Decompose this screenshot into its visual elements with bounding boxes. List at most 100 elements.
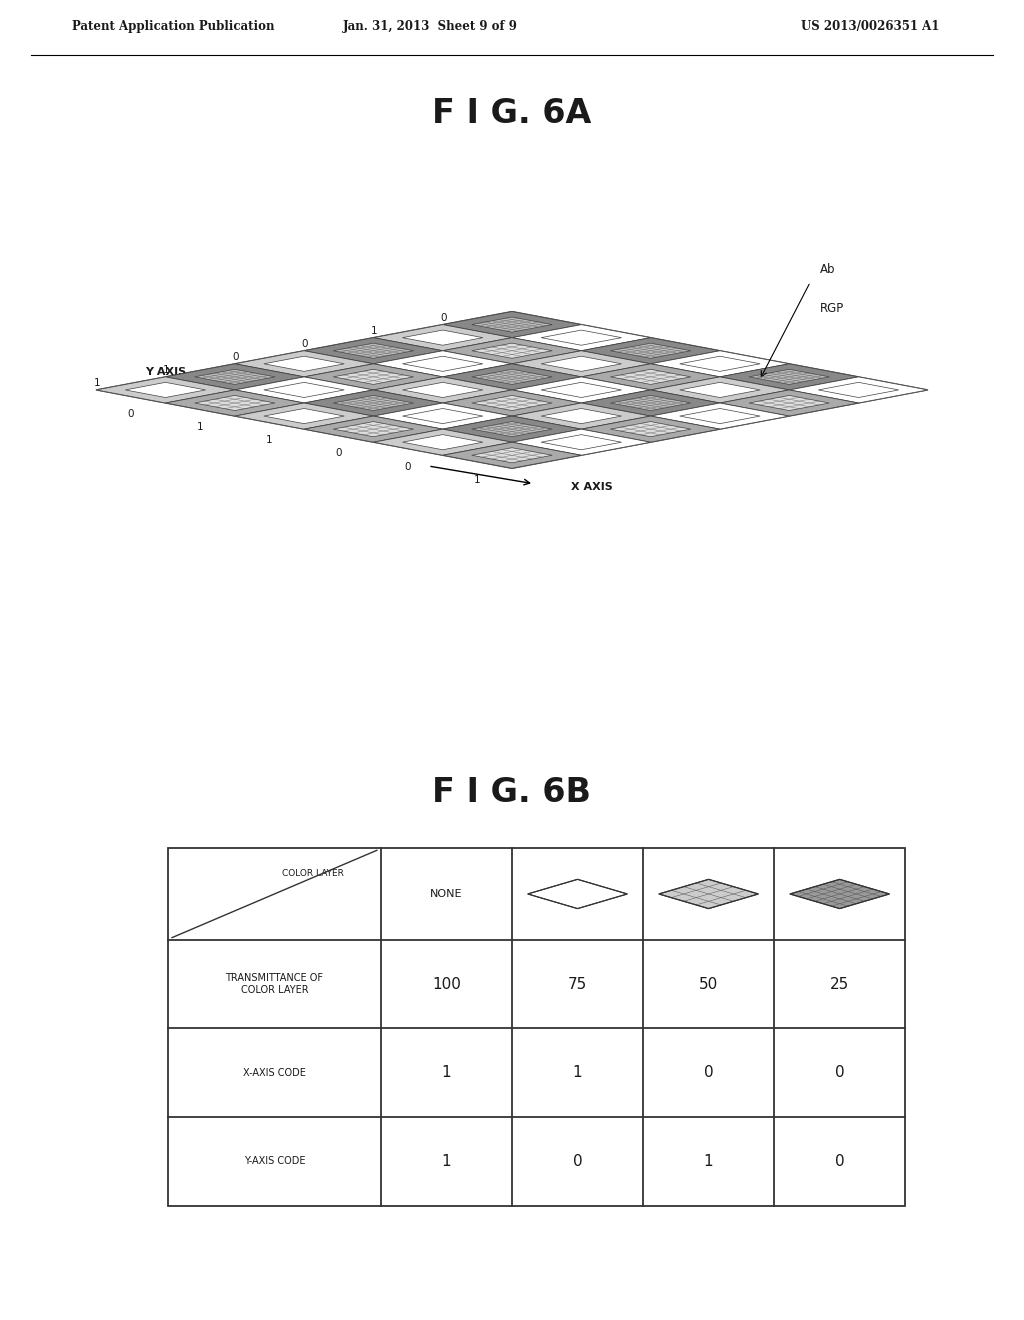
Text: 1: 1 — [703, 1154, 714, 1170]
Text: F I G. 6B: F I G. 6B — [432, 776, 592, 809]
Polygon shape — [304, 389, 442, 416]
Polygon shape — [749, 370, 829, 384]
Polygon shape — [818, 383, 899, 397]
Polygon shape — [720, 389, 858, 416]
Text: 0: 0 — [440, 313, 446, 323]
Polygon shape — [582, 364, 720, 389]
Polygon shape — [402, 434, 483, 450]
Text: 0: 0 — [404, 462, 412, 471]
Polygon shape — [650, 403, 790, 429]
Polygon shape — [333, 421, 414, 437]
Polygon shape — [234, 403, 374, 429]
Text: 50: 50 — [699, 977, 718, 991]
Polygon shape — [472, 343, 552, 358]
Polygon shape — [680, 408, 760, 424]
Polygon shape — [264, 356, 344, 371]
Polygon shape — [680, 356, 760, 371]
Polygon shape — [610, 396, 691, 411]
Polygon shape — [541, 330, 622, 346]
Polygon shape — [790, 378, 928, 403]
Text: TRANSMITTANCE OF
COLOR LAYER: TRANSMITTANCE OF COLOR LAYER — [225, 973, 324, 995]
Polygon shape — [304, 364, 442, 389]
Text: 0: 0 — [232, 352, 239, 362]
Text: X-AXIS CODE: X-AXIS CODE — [243, 1068, 306, 1077]
Polygon shape — [125, 383, 206, 397]
Text: 25: 25 — [830, 977, 849, 991]
Polygon shape — [582, 338, 720, 364]
Polygon shape — [527, 879, 628, 908]
Polygon shape — [166, 364, 304, 389]
Polygon shape — [264, 383, 344, 397]
Polygon shape — [650, 378, 790, 403]
Polygon shape — [680, 383, 760, 397]
Text: COLOR LAYER: COLOR LAYER — [282, 870, 344, 878]
Polygon shape — [512, 403, 650, 429]
Text: US 2013/0026351 A1: US 2013/0026351 A1 — [801, 20, 940, 33]
Polygon shape — [650, 351, 790, 378]
Polygon shape — [234, 378, 374, 403]
Polygon shape — [374, 351, 512, 378]
Text: 1: 1 — [572, 1065, 583, 1080]
Text: 1: 1 — [197, 422, 204, 433]
Text: Jan. 31, 2013  Sheet 9 of 9: Jan. 31, 2013 Sheet 9 of 9 — [343, 20, 517, 33]
Text: 0: 0 — [572, 1154, 583, 1170]
Text: 0: 0 — [302, 339, 308, 350]
Polygon shape — [304, 338, 442, 364]
Text: 0: 0 — [703, 1065, 714, 1080]
Polygon shape — [96, 378, 234, 403]
Polygon shape — [610, 343, 691, 358]
Polygon shape — [166, 389, 304, 416]
Polygon shape — [195, 396, 275, 411]
Polygon shape — [512, 325, 650, 351]
Polygon shape — [374, 325, 512, 351]
Polygon shape — [402, 408, 483, 424]
Polygon shape — [304, 416, 442, 442]
Text: 1: 1 — [371, 326, 378, 337]
Text: 1: 1 — [94, 379, 100, 388]
Polygon shape — [442, 312, 582, 338]
Polygon shape — [442, 389, 582, 416]
Polygon shape — [442, 442, 582, 469]
Bar — [168, 849, 905, 1206]
Text: F I G. 6A: F I G. 6A — [432, 96, 592, 129]
Polygon shape — [749, 396, 829, 411]
Polygon shape — [96, 312, 928, 469]
Text: 1: 1 — [163, 366, 170, 375]
Polygon shape — [610, 421, 691, 437]
Text: 0: 0 — [336, 449, 342, 458]
Polygon shape — [541, 434, 622, 450]
Text: 1: 1 — [441, 1154, 452, 1170]
Polygon shape — [512, 378, 650, 403]
Polygon shape — [472, 447, 552, 463]
Polygon shape — [582, 416, 720, 442]
Polygon shape — [442, 364, 582, 389]
Polygon shape — [658, 879, 759, 908]
Text: NONE: NONE — [430, 888, 463, 899]
Polygon shape — [374, 429, 512, 455]
Text: 1: 1 — [266, 436, 272, 445]
Text: RGP: RGP — [820, 302, 844, 315]
Polygon shape — [374, 403, 512, 429]
Polygon shape — [333, 343, 414, 358]
Polygon shape — [195, 370, 275, 384]
Text: 0: 0 — [835, 1154, 845, 1170]
Polygon shape — [264, 408, 344, 424]
Polygon shape — [512, 351, 650, 378]
Polygon shape — [402, 330, 483, 346]
Text: 75: 75 — [568, 977, 587, 991]
Polygon shape — [333, 370, 414, 384]
Text: 1: 1 — [474, 475, 480, 484]
Text: 100: 100 — [432, 977, 461, 991]
Polygon shape — [234, 351, 374, 378]
Polygon shape — [472, 317, 552, 333]
Polygon shape — [720, 364, 858, 389]
Polygon shape — [472, 396, 552, 411]
Text: Y-AXIS CODE: Y-AXIS CODE — [244, 1156, 305, 1167]
Polygon shape — [582, 389, 720, 416]
Polygon shape — [333, 396, 414, 411]
Text: Patent Application Publication: Patent Application Publication — [72, 20, 274, 33]
Text: 1: 1 — [441, 1065, 452, 1080]
Polygon shape — [541, 356, 622, 371]
Text: 0: 0 — [128, 409, 134, 420]
Polygon shape — [442, 416, 582, 442]
